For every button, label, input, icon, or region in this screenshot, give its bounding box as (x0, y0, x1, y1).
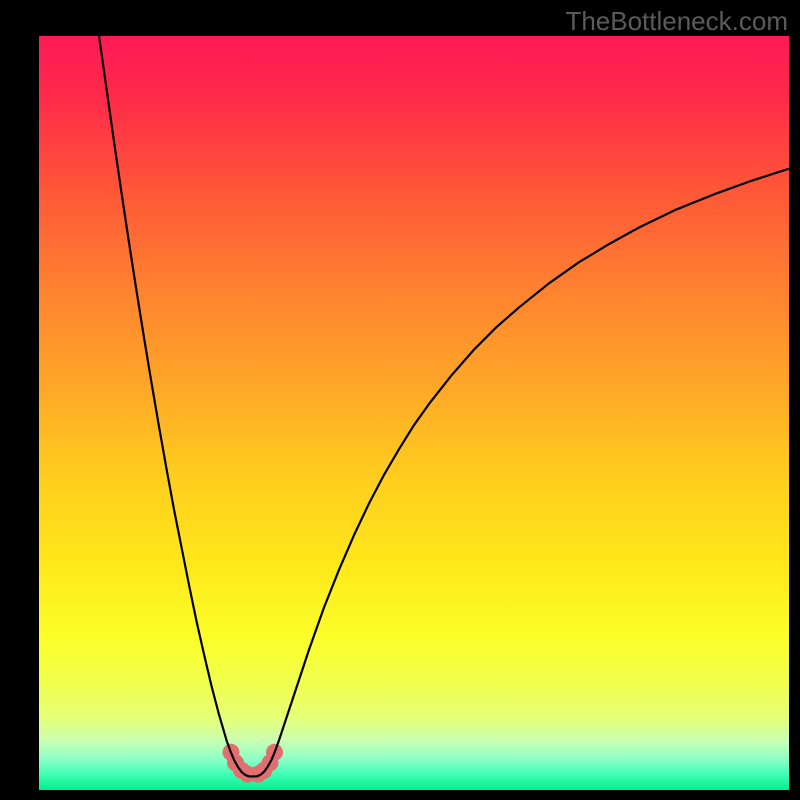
watermark-text: TheBottleneck.com (565, 6, 788, 37)
gradient-background (39, 36, 789, 790)
plot-area (39, 36, 789, 790)
bottleneck-chart (39, 36, 789, 790)
chart-frame: TheBottleneck.com (0, 0, 800, 800)
